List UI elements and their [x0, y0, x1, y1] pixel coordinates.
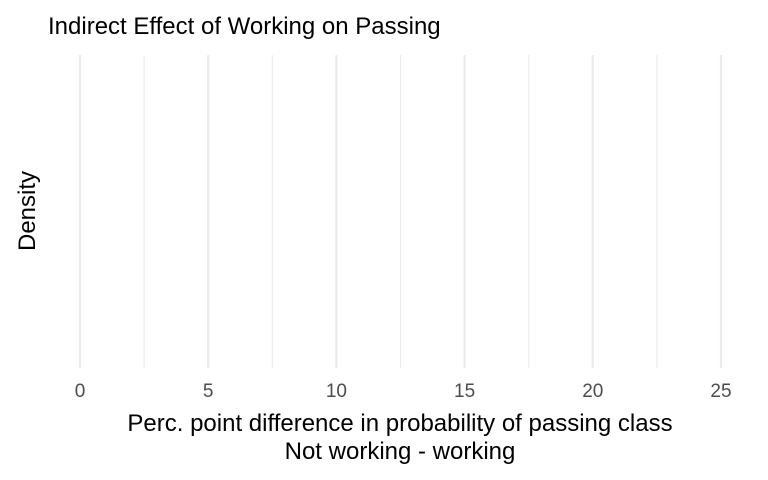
x-tick-label: 25 [710, 381, 731, 402]
x-axis-title-line-2: Not working - working [285, 438, 516, 465]
x-axis-ticks: 0 5 10 15 20 25 [75, 381, 732, 402]
y-axis-title: Density [14, 171, 41, 251]
x-axis-title-line-1: Perc. point difference in probability of… [127, 410, 672, 437]
x-tick-label: 15 [454, 381, 475, 402]
chart-title: Indirect Effect of Working on Passing [48, 13, 441, 40]
x-tick-label: 0 [75, 381, 86, 402]
x-tick-label: 5 [203, 381, 214, 402]
grid-lines [78, 55, 723, 368]
x-tick-label: 10 [326, 381, 347, 402]
x-tick-label: 20 [582, 381, 603, 402]
